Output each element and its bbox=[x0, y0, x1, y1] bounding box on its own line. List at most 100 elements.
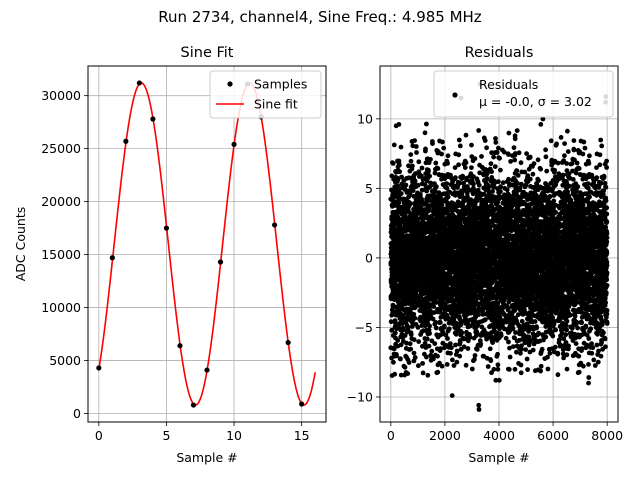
x-tick-label: 6000 bbox=[537, 428, 569, 443]
residual-point bbox=[440, 139, 445, 145]
residual-point bbox=[446, 326, 452, 332]
residual-point bbox=[490, 340, 495, 345]
residual-point bbox=[487, 346, 493, 352]
residual-point bbox=[495, 362, 501, 368]
sample-point bbox=[177, 343, 183, 349]
residual-point bbox=[399, 174, 404, 180]
sample-point bbox=[272, 222, 278, 228]
residual-point bbox=[511, 145, 517, 151]
residual-point bbox=[416, 363, 421, 369]
x-tick-label: 10 bbox=[226, 428, 242, 443]
residual-point bbox=[514, 168, 520, 174]
residual-point bbox=[428, 157, 433, 162]
residual-point bbox=[498, 333, 504, 338]
residual-point bbox=[391, 359, 396, 365]
sample-point bbox=[96, 365, 102, 371]
residual-point bbox=[449, 345, 454, 351]
residual-point bbox=[434, 184, 439, 190]
residual-point bbox=[405, 371, 411, 376]
residual-point bbox=[427, 173, 432, 179]
residual-point bbox=[398, 191, 404, 197]
residual-point bbox=[474, 347, 480, 352]
residual-point bbox=[439, 151, 444, 157]
residual-point bbox=[429, 348, 435, 354]
residual-point bbox=[414, 150, 419, 155]
residual-point bbox=[388, 319, 394, 325]
y-tick-label: 0 bbox=[365, 250, 373, 265]
sample-point bbox=[285, 339, 291, 346]
residual-point bbox=[391, 142, 397, 148]
residual-point bbox=[469, 165, 474, 171]
residual-point bbox=[491, 154, 496, 160]
residual-point bbox=[448, 350, 453, 356]
sample-point bbox=[163, 225, 170, 231]
y-tick-label: 15000 bbox=[41, 247, 81, 262]
residual-point bbox=[489, 169, 494, 175]
residual-point bbox=[457, 143, 463, 149]
residual-point bbox=[412, 171, 418, 177]
residual-point bbox=[516, 150, 522, 156]
residual-point bbox=[391, 346, 397, 352]
residual-point bbox=[424, 121, 429, 127]
residual-point bbox=[435, 353, 440, 359]
y-tick-label: 5 bbox=[365, 181, 373, 196]
residual-point bbox=[410, 163, 415, 169]
sine-fit-line bbox=[98, 82, 316, 406]
panel-title: Sine Fit bbox=[181, 45, 234, 61]
residual-point bbox=[439, 363, 445, 369]
residual-point bbox=[494, 150, 500, 155]
residual-point bbox=[456, 162, 461, 168]
residual-point bbox=[398, 144, 404, 150]
residual-point bbox=[476, 128, 482, 133]
residual-point bbox=[416, 339, 422, 344]
y-tick-label: 10000 bbox=[41, 300, 81, 315]
residual-point bbox=[462, 165, 468, 170]
residual-point bbox=[463, 362, 469, 368]
y-tick-label: 10 bbox=[357, 111, 373, 126]
residual-point bbox=[435, 166, 441, 171]
residual-point bbox=[415, 325, 421, 330]
residual-point bbox=[472, 353, 478, 358]
sample-point bbox=[123, 138, 129, 144]
legend-frame bbox=[209, 70, 322, 119]
x-tick-label: 15 bbox=[294, 428, 310, 443]
residuals-panel: 0 2000 4000 6000 8000−10−50510ResidualsSampl… bbox=[347, 45, 624, 465]
residual-point bbox=[389, 327, 395, 333]
residual-point bbox=[515, 180, 520, 186]
plot-area bbox=[96, 80, 316, 408]
x-tick-label: 5 bbox=[162, 428, 170, 443]
residual-point bbox=[408, 332, 414, 337]
legend-samples-label: Samples bbox=[254, 77, 307, 92]
legend-samples-marker bbox=[227, 81, 233, 87]
y-tick-label: −5 bbox=[355, 320, 373, 335]
residual-point bbox=[433, 325, 439, 331]
residual-point bbox=[458, 322, 464, 327]
residual-point bbox=[479, 154, 484, 159]
residual-point bbox=[498, 189, 503, 195]
residual-point bbox=[495, 366, 501, 372]
residual-point bbox=[405, 327, 411, 332]
residual-point bbox=[485, 364, 491, 369]
y-axis-label: ADC Counts bbox=[13, 207, 28, 282]
residual-point bbox=[425, 372, 431, 378]
residual-point bbox=[512, 366, 518, 372]
residual-point bbox=[396, 162, 402, 168]
residual-point bbox=[445, 161, 450, 166]
residual-point bbox=[406, 360, 412, 365]
residual-point bbox=[397, 223, 403, 228]
residual-point bbox=[506, 339, 511, 345]
residual-point bbox=[498, 184, 503, 190]
residual-point bbox=[402, 364, 408, 370]
x-tick-label: 0 bbox=[387, 428, 395, 443]
residual-point bbox=[400, 327, 406, 333]
residual-point bbox=[395, 338, 401, 343]
residual-point bbox=[476, 182, 482, 188]
residual-point bbox=[447, 341, 453, 346]
residual-point bbox=[457, 353, 463, 359]
residual-point bbox=[498, 167, 503, 173]
y-tick-label: 5000 bbox=[49, 353, 81, 368]
residual-point bbox=[408, 158, 414, 164]
y-tick-label: −10 bbox=[347, 389, 373, 404]
sample-point bbox=[190, 402, 197, 408]
